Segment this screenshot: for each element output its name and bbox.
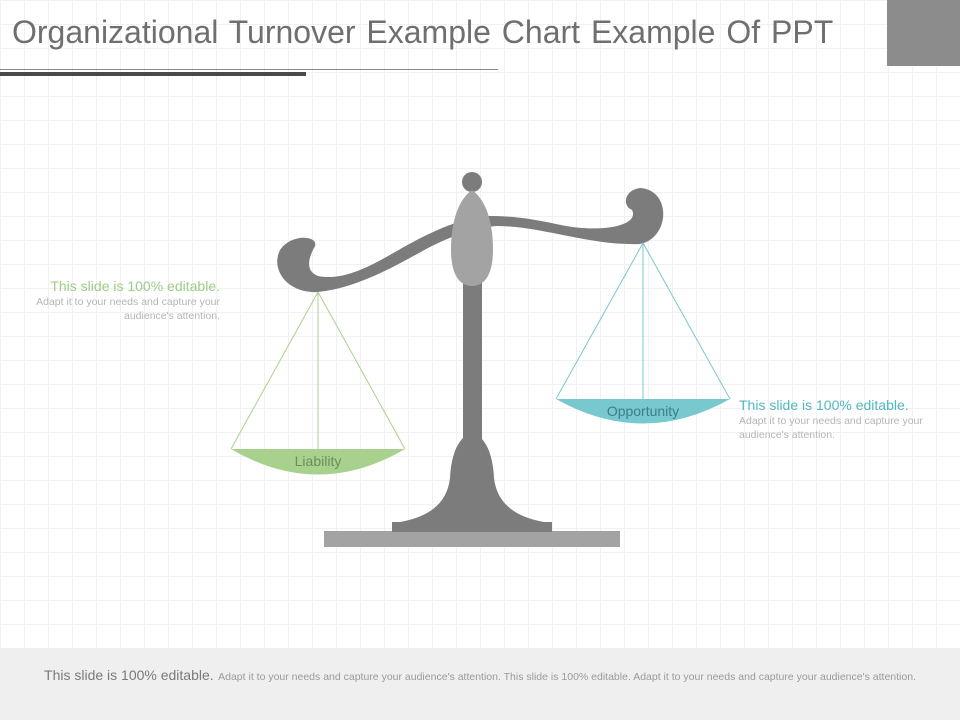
scale-pillar-foot	[400, 432, 544, 522]
scale-base-step	[392, 522, 552, 532]
right-pan-strings	[555, 242, 731, 400]
title-underline-thin	[0, 69, 498, 70]
scale-base-plate	[324, 531, 620, 547]
scale-top-knob	[462, 172, 482, 192]
opportunity-pan	[556, 399, 730, 424]
opportunity-label: Opportunity	[607, 403, 679, 419]
liability-pan	[231, 449, 405, 475]
left-note: This slide is 100% editable. Adapt it to…	[20, 278, 220, 323]
left-note-heading: This slide is 100% editable.	[50, 278, 220, 294]
left-pan-strings	[230, 291, 406, 450]
balance-scale-diagram: Liability Opportunity	[230, 172, 731, 547]
scale-center-body	[451, 190, 493, 286]
right-note: This slide is 100% editable. Adapt it to…	[739, 397, 949, 442]
corner-block	[887, 0, 960, 66]
footer-bar: This slide is 100% editable. Adapt it to…	[0, 648, 960, 720]
left-note-body: Adapt it to your needs and capture your …	[36, 296, 220, 322]
right-note-body: Adapt it to your needs and capture your …	[739, 415, 923, 441]
footer-heading: This slide is 100% editable.	[44, 667, 214, 683]
right-note-heading: This slide is 100% editable.	[739, 397, 909, 413]
slide-title: Organizational Turnover Example Chart Ex…	[12, 14, 834, 50]
title-underline-thick	[0, 72, 306, 76]
scale-pillar	[463, 282, 482, 452]
footer-body: Adapt it to your needs and capture your …	[218, 671, 916, 683]
liability-label: Liability	[295, 453, 342, 469]
scale-beam	[277, 188, 664, 293]
